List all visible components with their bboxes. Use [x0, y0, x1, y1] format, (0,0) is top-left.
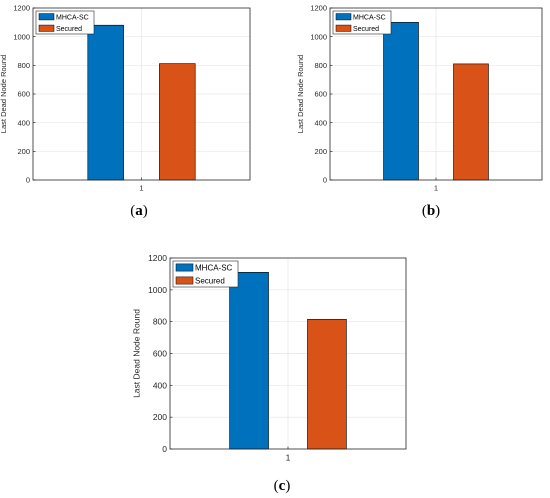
y-tick-label: 800 — [17, 61, 30, 70]
y-tick-label: 800 — [314, 61, 327, 70]
legend-swatch — [335, 13, 352, 21]
y-tick-label: 200 — [314, 147, 327, 156]
y-tick-label: 0 — [323, 176, 327, 185]
legend-swatch — [175, 263, 194, 272]
caption-b-open: ( — [421, 203, 427, 219]
legend-swatch — [335, 24, 352, 32]
legend-label: MHCA-SC — [56, 14, 89, 21]
chart-panel-c: 0 200 400 600 800 1000 1200 1 Last Dead Node Rou… — [125, 248, 425, 468]
y-tick-label: 1200 — [13, 4, 30, 13]
y-tick-label: 0 — [26, 176, 30, 185]
legend-swatch — [38, 24, 55, 32]
caption-b-close: ) — [435, 203, 441, 219]
y-tick-label: 400 — [17, 118, 30, 127]
y-tick-label: 200 — [17, 147, 30, 156]
caption-b: (b) — [401, 203, 461, 220]
chart-a-svg: 0 200 400 600 800 1000 1200 1 Last Dead Node Rou… — [0, 4, 251, 193]
caption-c-close: ) — [285, 478, 291, 494]
bar-mhca-sc — [383, 22, 419, 181]
x-tick-label: 1 — [286, 453, 291, 463]
legend-label: MHCA-SC — [353, 14, 386, 21]
y-tick-label: 1000 — [310, 32, 327, 41]
bar-secured — [159, 63, 196, 181]
chart-c-svg: 0 200 400 600 800 1000 1200 1 Last Dead Node Rou… — [131, 253, 407, 463]
y-tick-label: 600 — [153, 348, 167, 358]
caption-a-letter: a — [135, 203, 143, 219]
chart-panel-b: 0 200 400 600 800 1000 1200 1 Last Dead Node Rou… — [295, 0, 550, 195]
bar-mhca-sc — [87, 24, 124, 181]
legend-swatch — [38, 13, 55, 21]
y-tick-label: 800 — [153, 317, 167, 327]
y-tick-label: 400 — [314, 118, 327, 127]
caption-a-open: ( — [130, 203, 136, 219]
y-tick-label: 1200 — [148, 253, 167, 263]
caption-b-letter: b — [426, 203, 436, 219]
caption-c-letter: c — [278, 478, 286, 494]
bar-secured — [307, 318, 347, 450]
caption-c-open: ( — [273, 478, 279, 494]
y-tick-label: 600 — [17, 90, 30, 99]
legend-label: Secured — [353, 26, 379, 33]
caption-a-close: ) — [142, 203, 148, 219]
y-tick-label: 400 — [153, 380, 167, 390]
legend-swatch — [175, 276, 194, 285]
y-axis-label: Last Dead Node Round — [131, 309, 141, 398]
y-tick-label: 1000 — [148, 285, 167, 295]
y-tick-label: 1200 — [310, 4, 327, 13]
x-tick-label: 1 — [434, 184, 438, 193]
legend-label: MHCA-SC — [195, 263, 233, 272]
legend-label: Secured — [195, 276, 225, 285]
caption-c: (c) — [252, 478, 312, 495]
x-tick-label: 1 — [139, 184, 143, 193]
y-tick-label: 0 — [162, 444, 167, 454]
y-tick-label: 1000 — [13, 32, 30, 41]
legend-label: Secured — [56, 26, 82, 33]
caption-a: (a) — [109, 203, 169, 220]
y-tick-label: 600 — [314, 90, 327, 99]
y-axis-label: Last Dead Node Round — [296, 55, 305, 133]
chart-b-svg: 0 200 400 600 800 1000 1200 1 Last Dead Node Rou… — [296, 4, 543, 193]
chart-panel-a: 0 200 400 600 800 1000 1200 1 Last Dead Node Rou… — [0, 0, 275, 195]
bar-mhca-sc — [229, 272, 269, 450]
y-axis-label: Last Dead Node Round — [0, 55, 8, 133]
bar-secured — [453, 63, 489, 181]
y-tick-label: 200 — [153, 412, 167, 422]
